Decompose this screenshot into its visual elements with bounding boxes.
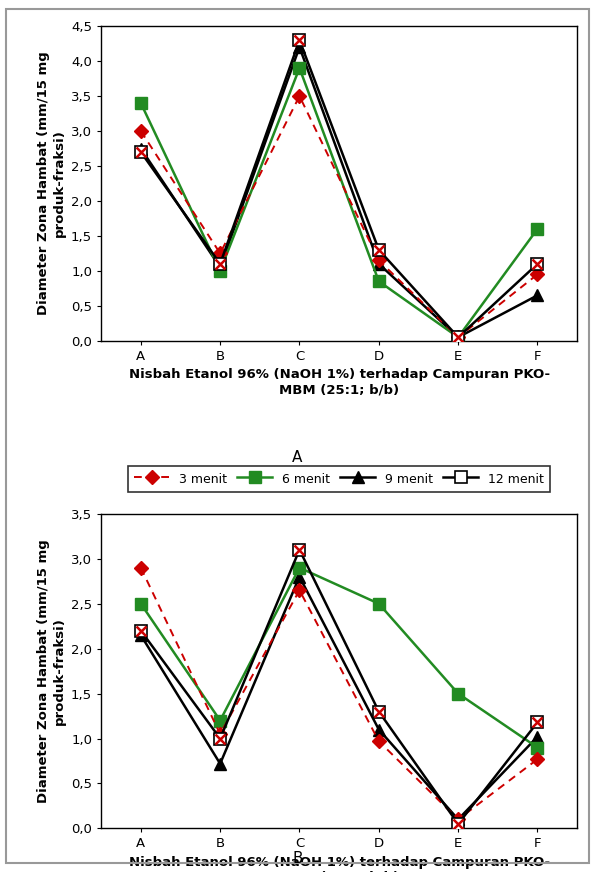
- Text: B: B: [292, 851, 303, 867]
- Y-axis label: Diameter Zona Hambat (mm/15 mg
produk-fraksi): Diameter Zona Hambat (mm/15 mg produk-fr…: [37, 51, 65, 316]
- Text: A: A: [292, 450, 303, 466]
- Y-axis label: Diameter Zona Hambat (mm/15 mg
produk-fraksi): Diameter Zona Hambat (mm/15 mg produk-fr…: [37, 539, 65, 803]
- X-axis label: Nisbah Etanol 96% (NaOH 1%) terhadap Campuran PKO-
MBM (25:1; b/b): Nisbah Etanol 96% (NaOH 1%) terhadap Cam…: [129, 856, 550, 872]
- X-axis label: Nisbah Etanol 96% (NaOH 1%) terhadap Campuran PKO-
MBM (25:1; b/b): Nisbah Etanol 96% (NaOH 1%) terhadap Cam…: [129, 368, 550, 397]
- Legend: 3 menit, 6 menit, 9 menit, 12 menit: 3 menit, 6 menit, 9 menit, 12 menit: [128, 466, 550, 492]
